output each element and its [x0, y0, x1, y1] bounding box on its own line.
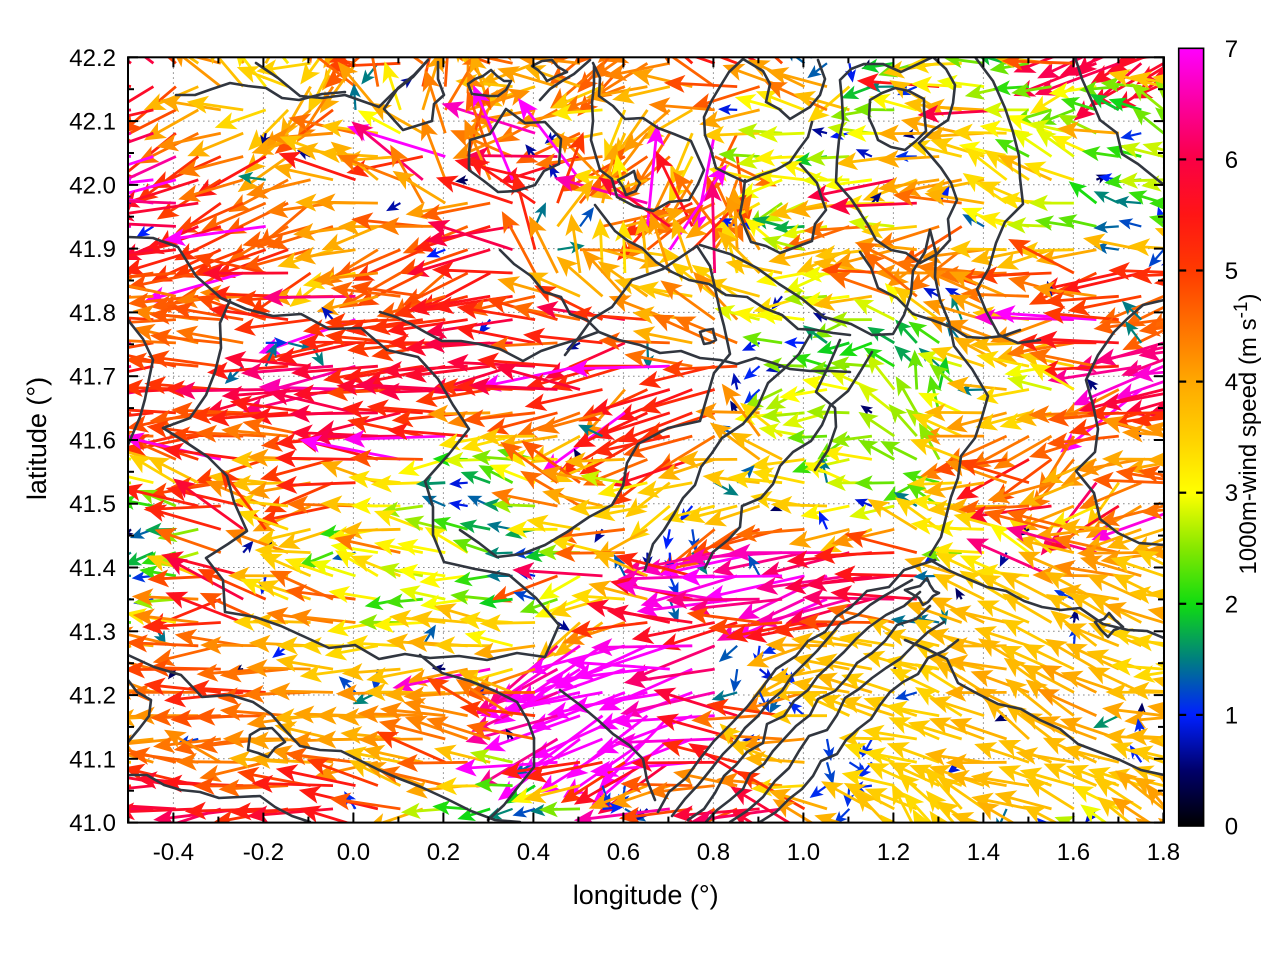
svg-text:41.3: 41.3: [69, 619, 116, 646]
svg-text:1.6: 1.6: [1057, 839, 1090, 866]
svg-text:2: 2: [1225, 591, 1238, 618]
svg-text:4: 4: [1225, 369, 1238, 396]
svg-text:1000m-wind speed (m s-1): 1000m-wind speed (m s-1): [1231, 293, 1262, 574]
svg-text:longitude (°): longitude (°): [573, 880, 719, 910]
svg-text:3: 3: [1225, 480, 1238, 507]
svg-text:0.4: 0.4: [517, 839, 550, 866]
svg-text:0.8: 0.8: [697, 839, 730, 866]
svg-text:0.0: 0.0: [337, 839, 370, 866]
svg-text:6: 6: [1225, 147, 1238, 174]
svg-text:-0.4: -0.4: [153, 839, 194, 866]
svg-text:-0.2: -0.2: [243, 839, 284, 866]
svg-text:41.9: 41.9: [69, 236, 116, 263]
svg-text:41.1: 41.1: [69, 746, 116, 773]
svg-text:latitude (°): latitude (°): [22, 377, 52, 500]
svg-text:41.0: 41.0: [69, 810, 116, 837]
svg-text:0.6: 0.6: [607, 839, 640, 866]
svg-text:0.2: 0.2: [427, 839, 460, 866]
svg-text:42.0: 42.0: [69, 172, 116, 199]
svg-text:1.4: 1.4: [967, 839, 1000, 866]
svg-text:0: 0: [1225, 814, 1238, 841]
svg-text:7: 7: [1225, 36, 1238, 63]
svg-text:41.6: 41.6: [69, 427, 116, 454]
svg-text:41.2: 41.2: [69, 683, 116, 710]
svg-text:1.2: 1.2: [877, 839, 910, 866]
svg-text:1.8: 1.8: [1147, 839, 1180, 866]
svg-text:42.1: 42.1: [69, 109, 116, 136]
svg-text:41.8: 41.8: [69, 300, 116, 327]
svg-text:41.5: 41.5: [69, 491, 116, 518]
svg-text:1: 1: [1225, 702, 1238, 729]
svg-text:5: 5: [1225, 258, 1238, 285]
svg-text:41.7: 41.7: [69, 364, 116, 391]
svg-text:42.2: 42.2: [69, 45, 116, 72]
svg-text:1.0: 1.0: [787, 839, 820, 866]
svg-text:41.4: 41.4: [69, 555, 116, 582]
